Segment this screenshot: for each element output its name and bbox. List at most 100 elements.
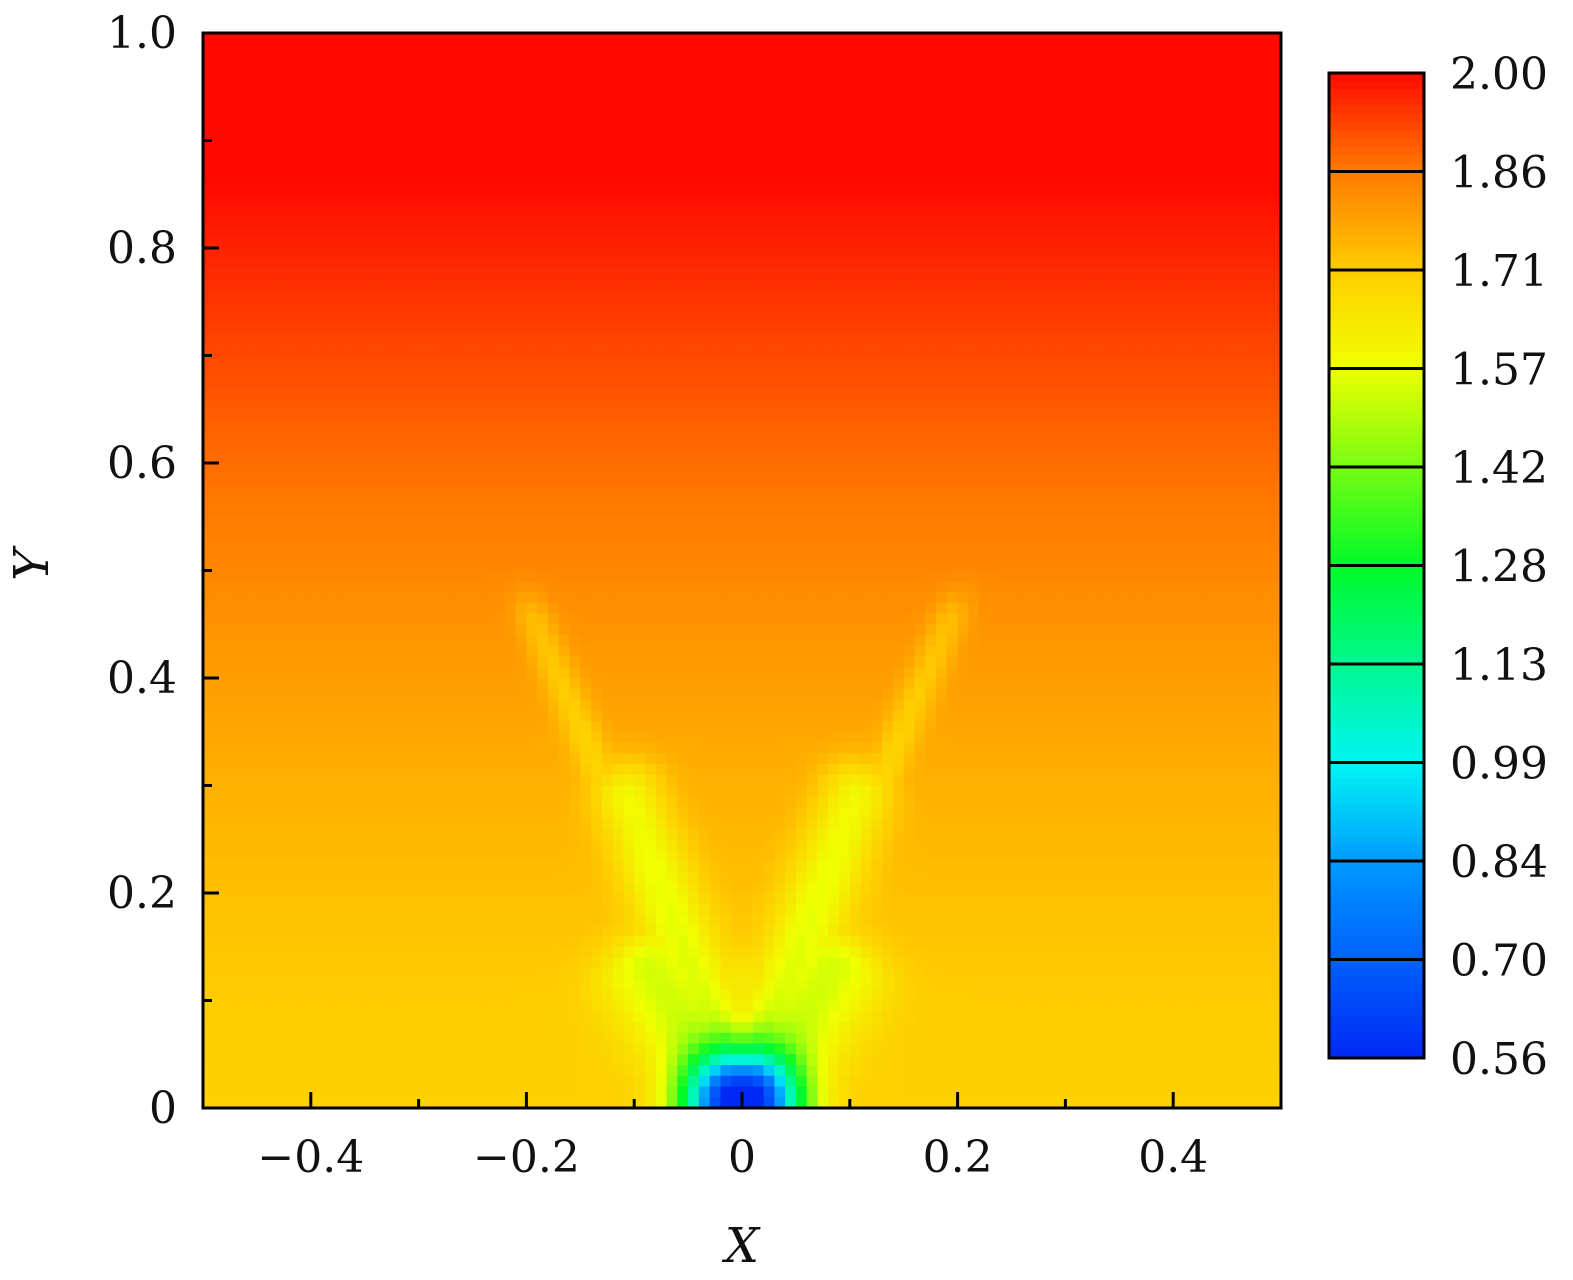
contour-cell [860,108,872,120]
contour-cell [203,366,215,378]
contour-cell [979,280,991,292]
contour-cell [1205,65,1217,77]
contour-cell [1162,473,1174,486]
contour-cell [1259,398,1271,410]
contour-cell [677,248,689,260]
contour-cell [1205,506,1217,518]
contour-cell [731,312,743,324]
contour-cell [353,248,366,260]
contour-cell [763,549,775,561]
contour-cell [795,76,808,88]
contour-cell [1140,420,1153,432]
contour-cell [429,463,441,475]
contour-cell [397,398,409,410]
contour-cell [537,506,549,518]
contour-cell [785,549,797,561]
contour-cell [246,441,258,453]
contour-cell [397,484,409,496]
contour-cell [623,441,635,453]
contour-cell [397,473,409,486]
contour-cell [504,495,517,507]
contour-cell [677,65,689,77]
contour-cell [752,366,765,378]
contour-cell [957,86,969,99]
contour-cell [795,108,808,120]
contour-cell [558,54,571,66]
contour-cell [828,97,840,109]
contour-cell [882,484,894,496]
contour-cell [224,452,236,464]
contour-cell [300,452,312,464]
contour-cell [224,280,236,292]
contour-cell [1108,237,1120,249]
contour-cell [1237,538,1250,550]
contour-cell [515,215,527,228]
contour-cell [1076,280,1088,292]
contour-cell [386,119,398,131]
contour-cell [914,248,926,260]
contour-cell [1011,506,1023,518]
contour-cell [752,86,765,99]
contour-cell [882,355,894,367]
contour-cell [580,420,592,432]
contour-cell [849,33,862,45]
contour-cell [235,183,247,195]
contour-cell [989,334,1002,346]
contour-cell [1086,162,1099,174]
contour-cell [1022,409,1034,421]
contour-cell [537,538,549,550]
contour-cell [418,183,430,195]
contour-cell [1259,258,1271,271]
contour-cell [817,377,829,389]
contour-cell [375,538,387,550]
contour-cell [644,248,657,260]
contour-cell [666,441,678,453]
contour-cell [1033,226,1045,238]
contour-cell [731,33,743,45]
contour-cell [892,366,905,378]
contour-cell [1097,226,1110,238]
contour-cell [537,119,549,131]
contour-cell [300,344,312,357]
contour-cell [806,151,819,163]
contour-cell [785,280,797,292]
contour-cell [235,280,247,292]
contour-cell [353,463,366,475]
contour-cell [1011,441,1023,453]
contour-cell [515,248,527,260]
contour-cell [1043,409,1056,421]
contour-cell [903,495,916,507]
contour-cell [774,473,786,486]
contour-cell [871,506,883,518]
contour-cell [839,473,851,486]
contour-cell [289,291,301,303]
contour-cell [504,86,517,99]
contour-cell [235,452,247,464]
contour-cell [709,495,722,507]
contour-cell [418,334,430,346]
contour-cell [957,495,969,507]
contour-cell [644,559,657,572]
contour-cell [1216,172,1228,185]
contour-cell [763,237,775,249]
contour-cell [1270,194,1281,206]
contour-cell [300,409,312,421]
contour-cell [310,366,323,378]
contour-cell [1205,237,1217,249]
contour-cell [1097,86,1110,99]
contour-cell [386,420,398,432]
contour-cell [483,463,495,475]
contour-cell [892,538,905,550]
contour-field [203,33,1281,1108]
contour-cell [289,366,301,378]
contour-cell [1054,323,1066,335]
contour-cell [1011,43,1023,56]
contour-cell [785,409,797,421]
contour-cell [440,398,452,410]
contour-cell [612,506,625,518]
contour-cell [742,65,754,77]
contour-cell [612,473,625,486]
contour-cell [1227,549,1239,561]
contour-cell [795,420,808,432]
contour-cell [203,140,215,152]
